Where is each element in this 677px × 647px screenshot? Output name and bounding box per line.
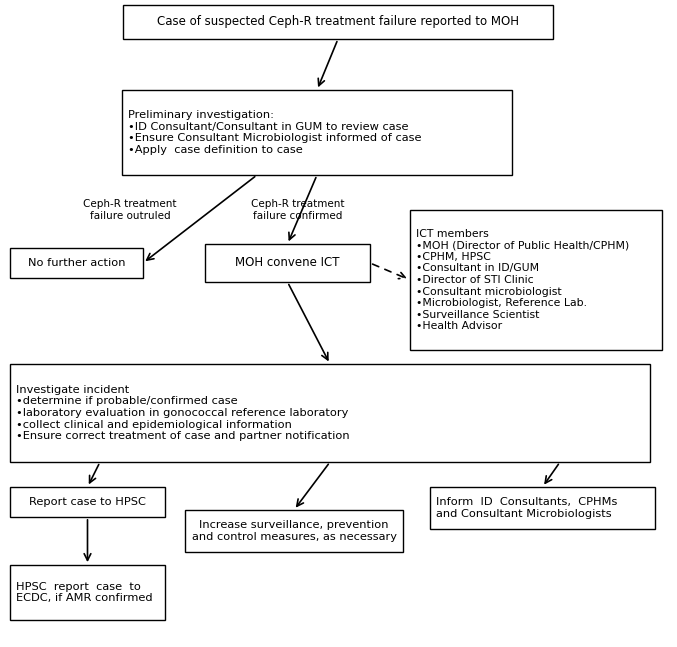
Text: Case of suspected Ceph-R treatment failure reported to MOH: Case of suspected Ceph-R treatment failu… bbox=[157, 16, 519, 28]
Bar bbox=[410, 210, 662, 350]
Bar bbox=[205, 244, 370, 282]
Bar bbox=[122, 90, 512, 175]
Text: Ceph-R treatment
failure confirmed: Ceph-R treatment failure confirmed bbox=[251, 199, 345, 221]
Text: Investigate incident
•determine if probable/confirmed case
•laboratory evaluatio: Investigate incident •determine if proba… bbox=[16, 385, 349, 441]
Text: Report case to HPSC: Report case to HPSC bbox=[29, 497, 146, 507]
Bar bbox=[10, 565, 165, 620]
Text: HPSC  report  case  to
ECDC, if AMR confirmed: HPSC report case to ECDC, if AMR confirm… bbox=[16, 582, 152, 603]
Bar bbox=[185, 510, 403, 552]
Bar bbox=[123, 5, 553, 39]
Text: ICT members
•MOH (Director of Public Health/CPHM)
•CPHM, HPSC
•Consultant in ID/: ICT members •MOH (Director of Public Hea… bbox=[416, 228, 629, 331]
Text: Increase surveillance, prevention
and control measures, as necessary: Increase surveillance, prevention and co… bbox=[192, 520, 397, 542]
Text: MOH convene ICT: MOH convene ICT bbox=[235, 256, 340, 270]
Text: Inform  ID  Consultants,  CPHMs
and Consultant Microbiologists: Inform ID Consultants, CPHMs and Consult… bbox=[436, 497, 617, 519]
Bar bbox=[10, 248, 143, 278]
Bar bbox=[10, 487, 165, 517]
Bar bbox=[430, 487, 655, 529]
Text: Ceph-R treatment
failure outruled: Ceph-R treatment failure outruled bbox=[83, 199, 177, 221]
Bar bbox=[10, 364, 650, 462]
Text: Preliminary investigation:
•ID Consultant/Consultant in GUM to review case
•Ensu: Preliminary investigation: •ID Consultan… bbox=[128, 110, 422, 155]
Text: No further action: No further action bbox=[28, 258, 125, 268]
